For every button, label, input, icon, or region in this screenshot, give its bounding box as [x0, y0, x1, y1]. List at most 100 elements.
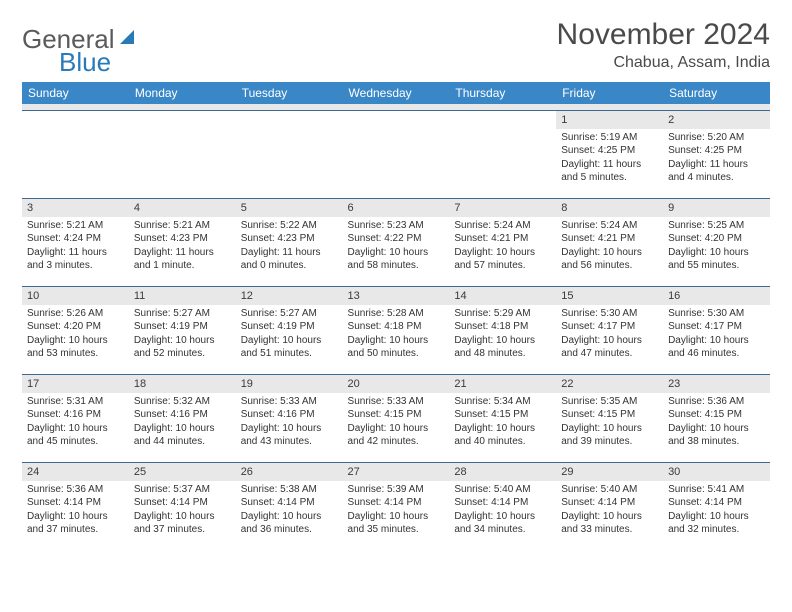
page-header: General November 2024 Chabua, Assam, Ind…: [22, 18, 770, 72]
day-details: Sunrise: 5:41 AMSunset: 4:14 PMDaylight:…: [663, 481, 770, 541]
sunrise-text: Sunrise: 5:32 AM: [134, 395, 231, 409]
sunrise-text: Sunrise: 5:25 AM: [668, 219, 765, 233]
day-details: Sunrise: 5:23 AMSunset: 4:22 PMDaylight:…: [343, 217, 450, 277]
calendar-body: 1Sunrise: 5:19 AMSunset: 4:25 PMDaylight…: [22, 110, 770, 550]
daylight-text: Daylight: 10 hours and 40 minutes.: [454, 422, 551, 449]
sunrise-text: Sunrise: 5:28 AM: [348, 307, 445, 321]
day-number: 22: [556, 375, 663, 393]
day-details: Sunrise: 5:30 AMSunset: 4:17 PMDaylight:…: [663, 305, 770, 365]
day-details: Sunrise: 5:36 AMSunset: 4:14 PMDaylight:…: [22, 481, 129, 541]
sunset-text: Sunset: 4:14 PM: [27, 496, 124, 510]
day-number: 29: [556, 463, 663, 481]
day-details: Sunrise: 5:31 AMSunset: 4:16 PMDaylight:…: [22, 393, 129, 453]
day-details: Sunrise: 5:37 AMSunset: 4:14 PMDaylight:…: [129, 481, 236, 541]
sunrise-text: Sunrise: 5:27 AM: [241, 307, 338, 321]
day-details: Sunrise: 5:26 AMSunset: 4:20 PMDaylight:…: [22, 305, 129, 365]
day-details: Sunrise: 5:30 AMSunset: 4:17 PMDaylight:…: [556, 305, 663, 365]
logo-text-blue: Blue: [59, 47, 111, 78]
daylight-text: Daylight: 10 hours and 55 minutes.: [668, 246, 765, 273]
sunrise-text: Sunrise: 5:33 AM: [241, 395, 338, 409]
day-number: 2: [663, 111, 770, 129]
dow-monday: Monday: [129, 82, 236, 104]
day-details: Sunrise: 5:28 AMSunset: 4:18 PMDaylight:…: [343, 305, 450, 365]
sunset-text: Sunset: 4:15 PM: [454, 408, 551, 422]
day-number: 18: [129, 375, 236, 393]
logo-triangle-icon: [120, 30, 134, 44]
sunset-text: Sunset: 4:16 PM: [27, 408, 124, 422]
day-number: 4: [129, 199, 236, 217]
sunrise-text: Sunrise: 5:21 AM: [27, 219, 124, 233]
sunset-text: Sunset: 4:17 PM: [561, 320, 658, 334]
sunrise-text: Sunrise: 5:24 AM: [454, 219, 551, 233]
calendar-day-cell: 19Sunrise: 5:33 AMSunset: 4:16 PMDayligh…: [236, 374, 343, 462]
calendar-day-cell: 11Sunrise: 5:27 AMSunset: 4:19 PMDayligh…: [129, 286, 236, 374]
sunrise-text: Sunrise: 5:30 AM: [561, 307, 658, 321]
sunset-text: Sunset: 4:19 PM: [134, 320, 231, 334]
calendar-day-cell: 5Sunrise: 5:22 AMSunset: 4:23 PMDaylight…: [236, 198, 343, 286]
daylight-text: Daylight: 10 hours and 34 minutes.: [454, 510, 551, 537]
day-details: Sunrise: 5:33 AMSunset: 4:16 PMDaylight:…: [236, 393, 343, 453]
day-number: 27: [343, 463, 450, 481]
calendar-day-cell: [236, 110, 343, 198]
daylight-text: Daylight: 10 hours and 56 minutes.: [561, 246, 658, 273]
sunset-text: Sunset: 4:18 PM: [454, 320, 551, 334]
dow-thursday: Thursday: [449, 82, 556, 104]
calendar-day-cell: 6Sunrise: 5:23 AMSunset: 4:22 PMDaylight…: [343, 198, 450, 286]
day-number: 11: [129, 287, 236, 305]
sunrise-text: Sunrise: 5:26 AM: [27, 307, 124, 321]
dow-saturday: Saturday: [663, 82, 770, 104]
daylight-text: Daylight: 10 hours and 33 minutes.: [561, 510, 658, 537]
daylight-text: Daylight: 10 hours and 45 minutes.: [27, 422, 124, 449]
day-details: Sunrise: 5:39 AMSunset: 4:14 PMDaylight:…: [343, 481, 450, 541]
calendar-week-row: 24Sunrise: 5:36 AMSunset: 4:14 PMDayligh…: [22, 462, 770, 550]
day-details: Sunrise: 5:21 AMSunset: 4:24 PMDaylight:…: [22, 217, 129, 277]
sunrise-text: Sunrise: 5:27 AM: [134, 307, 231, 321]
day-number: 21: [449, 375, 556, 393]
day-number: 3: [22, 199, 129, 217]
sunrise-text: Sunrise: 5:40 AM: [561, 483, 658, 497]
calendar-day-cell: 16Sunrise: 5:30 AMSunset: 4:17 PMDayligh…: [663, 286, 770, 374]
day-number: 20: [343, 375, 450, 393]
calendar-day-cell: 9Sunrise: 5:25 AMSunset: 4:20 PMDaylight…: [663, 198, 770, 286]
sunrise-text: Sunrise: 5:41 AM: [668, 483, 765, 497]
day-number: 1: [556, 111, 663, 129]
sunrise-text: Sunrise: 5:36 AM: [27, 483, 124, 497]
daylight-text: Daylight: 10 hours and 52 minutes.: [134, 334, 231, 361]
calendar-day-cell: 26Sunrise: 5:38 AMSunset: 4:14 PMDayligh…: [236, 462, 343, 550]
title-block: November 2024 Chabua, Assam, India: [557, 18, 770, 72]
day-details: Sunrise: 5:27 AMSunset: 4:19 PMDaylight:…: [129, 305, 236, 365]
month-title: November 2024: [557, 18, 770, 52]
sunrise-text: Sunrise: 5:35 AM: [561, 395, 658, 409]
day-number: 9: [663, 199, 770, 217]
day-details: Sunrise: 5:19 AMSunset: 4:25 PMDaylight:…: [556, 129, 663, 189]
day-details: Sunrise: 5:29 AMSunset: 4:18 PMDaylight:…: [449, 305, 556, 365]
sunset-text: Sunset: 4:15 PM: [348, 408, 445, 422]
sunset-text: Sunset: 4:22 PM: [348, 232, 445, 246]
calendar-day-cell: 17Sunrise: 5:31 AMSunset: 4:16 PMDayligh…: [22, 374, 129, 462]
sunset-text: Sunset: 4:16 PM: [134, 408, 231, 422]
calendar-day-cell: 28Sunrise: 5:40 AMSunset: 4:14 PMDayligh…: [449, 462, 556, 550]
calendar-day-cell: 3Sunrise: 5:21 AMSunset: 4:24 PMDaylight…: [22, 198, 129, 286]
sunset-text: Sunset: 4:16 PM: [241, 408, 338, 422]
calendar-week-row: 17Sunrise: 5:31 AMSunset: 4:16 PMDayligh…: [22, 374, 770, 462]
sunset-text: Sunset: 4:23 PM: [134, 232, 231, 246]
calendar-day-cell: [129, 110, 236, 198]
day-number: 12: [236, 287, 343, 305]
day-number: 25: [129, 463, 236, 481]
day-number: 7: [449, 199, 556, 217]
sunrise-text: Sunrise: 5:33 AM: [348, 395, 445, 409]
daylight-text: Daylight: 10 hours and 39 minutes.: [561, 422, 658, 449]
daylight-text: Daylight: 10 hours and 51 minutes.: [241, 334, 338, 361]
sunrise-text: Sunrise: 5:39 AM: [348, 483, 445, 497]
day-number: 14: [449, 287, 556, 305]
day-number: 15: [556, 287, 663, 305]
daylight-text: Daylight: 10 hours and 37 minutes.: [27, 510, 124, 537]
calendar-day-cell: 10Sunrise: 5:26 AMSunset: 4:20 PMDayligh…: [22, 286, 129, 374]
calendar-day-cell: 24Sunrise: 5:36 AMSunset: 4:14 PMDayligh…: [22, 462, 129, 550]
daylight-text: Daylight: 11 hours and 5 minutes.: [561, 158, 658, 185]
calendar-day-cell: 20Sunrise: 5:33 AMSunset: 4:15 PMDayligh…: [343, 374, 450, 462]
dow-tuesday: Tuesday: [236, 82, 343, 104]
calendar-day-cell: 18Sunrise: 5:32 AMSunset: 4:16 PMDayligh…: [129, 374, 236, 462]
calendar-week-row: 3Sunrise: 5:21 AMSunset: 4:24 PMDaylight…: [22, 198, 770, 286]
day-number: 16: [663, 287, 770, 305]
